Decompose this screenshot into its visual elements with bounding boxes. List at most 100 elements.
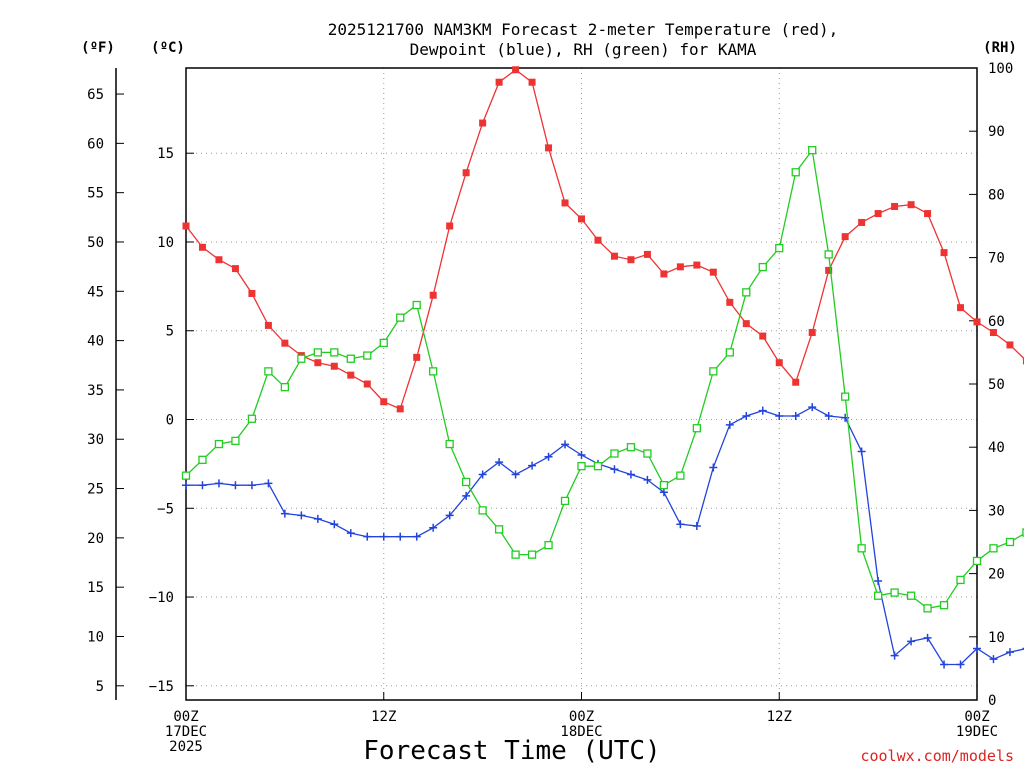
data-point xyxy=(676,520,685,529)
data-point xyxy=(527,550,537,559)
data-point xyxy=(643,449,652,458)
data-point xyxy=(692,424,702,433)
data-point xyxy=(412,300,421,310)
data-point xyxy=(445,439,454,449)
data-point xyxy=(412,532,421,541)
data-point xyxy=(495,78,503,86)
data-point xyxy=(808,146,817,155)
data-point xyxy=(626,470,635,479)
data-point xyxy=(891,202,899,210)
rh-tick-label: 30 xyxy=(988,503,1005,519)
data-point xyxy=(659,480,669,490)
data-point xyxy=(957,304,965,312)
celsius-unit-label: (ºC) xyxy=(151,40,185,56)
data-point xyxy=(280,509,289,518)
data-point xyxy=(280,383,290,392)
data-point xyxy=(610,465,619,474)
time-tick-label: 00Z xyxy=(173,709,198,725)
data-point xyxy=(972,556,982,566)
data-point xyxy=(297,354,306,363)
data-point xyxy=(248,289,256,297)
data-point xyxy=(330,362,338,370)
data-point xyxy=(461,477,471,487)
data-point xyxy=(314,359,322,367)
data-point xyxy=(973,318,981,326)
data-point xyxy=(824,250,833,259)
data-point xyxy=(939,601,949,610)
rh-tick-label: 0 xyxy=(988,693,996,709)
data-point xyxy=(890,588,899,597)
data-point xyxy=(479,119,487,127)
time-tick-label: 18DEC xyxy=(560,724,602,740)
data-point xyxy=(873,591,883,600)
data-point xyxy=(198,455,207,464)
data-point xyxy=(561,440,570,449)
fahrenheit-tick-label: 35 xyxy=(87,383,104,399)
data-point xyxy=(726,298,734,306)
rh-tick-label: 60 xyxy=(988,314,1005,330)
data-point xyxy=(1005,648,1014,657)
data-point xyxy=(577,462,586,471)
celsius-tick-label: 5 xyxy=(166,324,174,340)
data-point xyxy=(264,367,273,376)
fahrenheit-unit-label: (ºF) xyxy=(81,40,115,56)
celsius-tick-label: −5 xyxy=(157,501,174,517)
celsius-tick-label: −15 xyxy=(149,679,174,695)
celsius-axis: 15 10 5 0 −5 −10 −15 xyxy=(149,146,194,695)
rh-unit-label: (RH) xyxy=(983,40,1017,56)
data-point xyxy=(561,199,569,207)
celsius-tick-label: −10 xyxy=(149,590,174,606)
data-point xyxy=(264,321,272,329)
fahrenheit-axis: 65 60 55 50 45 40 35 30 25 20 15 10 5 xyxy=(87,87,124,695)
data-point xyxy=(495,458,504,467)
data-point xyxy=(462,169,470,177)
celsius-tick-label: 10 xyxy=(157,235,174,251)
data-point xyxy=(429,367,438,376)
time-tick-label: 12Z xyxy=(767,709,792,725)
data-point xyxy=(791,411,800,420)
data-point xyxy=(231,265,239,273)
rh-tick-label: 100 xyxy=(988,61,1013,77)
data-point xyxy=(940,660,949,669)
data-point xyxy=(791,168,800,177)
data-point xyxy=(346,529,355,538)
data-point xyxy=(792,378,800,386)
time-tick-label: 17DEC xyxy=(165,724,207,740)
data-point xyxy=(709,367,718,376)
data-point xyxy=(215,256,223,264)
data-point xyxy=(313,514,322,523)
data-point xyxy=(330,348,339,357)
data-point xyxy=(544,452,553,461)
x-axis-title: Forecast Time (UTC) xyxy=(363,736,660,766)
data-point xyxy=(906,591,916,600)
series-line xyxy=(185,68,1024,410)
rh-tick-label: 70 xyxy=(988,251,1005,267)
chart-title: 2025121700 NAM3KM Forecast 2-meter Tempe… xyxy=(328,20,839,59)
series-line xyxy=(186,406,1024,666)
rh-tick-label: 80 xyxy=(988,187,1005,203)
data-point xyxy=(494,525,504,534)
data-point xyxy=(363,351,372,360)
data-point xyxy=(462,491,471,500)
data-point xyxy=(281,339,289,347)
series-dewpoint xyxy=(182,403,1024,669)
data-point xyxy=(330,520,339,529)
data-point xyxy=(181,471,191,480)
data-point xyxy=(659,488,668,497)
data-point xyxy=(594,236,602,244)
data-point xyxy=(923,633,932,642)
data-point xyxy=(725,348,734,357)
data-point xyxy=(841,392,850,401)
data-point xyxy=(560,496,570,506)
data-point xyxy=(512,66,520,74)
rh-tick-label: 50 xyxy=(988,377,1005,393)
fahrenheit-tick-label: 25 xyxy=(87,482,104,498)
data-point xyxy=(528,78,536,86)
data-point xyxy=(874,577,883,586)
series-2-meter-temperature xyxy=(182,66,1024,413)
time-tick-label: 2025 xyxy=(169,739,203,755)
fahrenheit-tick-label: 5 xyxy=(96,679,104,695)
data-point xyxy=(610,252,618,260)
fahrenheit-tick-label: 65 xyxy=(87,87,104,103)
